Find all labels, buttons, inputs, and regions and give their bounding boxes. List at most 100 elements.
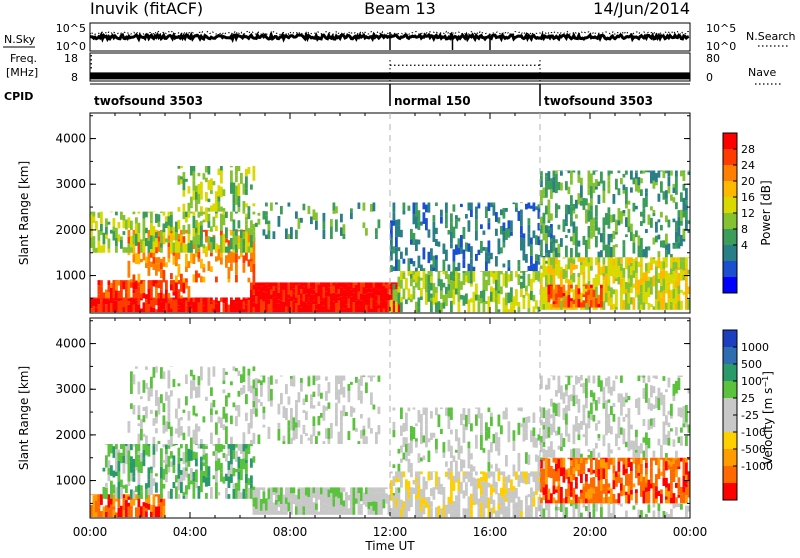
heatmap-cell <box>90 308 93 313</box>
heatmap-cell <box>187 211 191 218</box>
heatmap-cell <box>272 502 276 515</box>
heatmap-cell <box>660 181 663 193</box>
heatmap-cell <box>452 289 456 300</box>
heatmap-cell <box>687 478 691 482</box>
heatmap-cell <box>650 403 653 411</box>
heatmap-cell <box>97 502 101 508</box>
heatmap-cell <box>677 377 681 391</box>
heatmap-cell <box>547 488 551 494</box>
heatmap-cell <box>595 277 598 287</box>
heatmap-cell <box>300 217 303 223</box>
heatmap-cell <box>545 260 548 264</box>
heatmap-cell <box>432 255 436 268</box>
heatmap-cell <box>367 487 371 488</box>
heatmap-cell <box>475 471 478 476</box>
heatmap-cell <box>550 189 553 199</box>
heatmap-cell <box>605 419 608 423</box>
heatmap-cell <box>262 413 266 420</box>
heatmap-cell <box>607 257 611 269</box>
heatmap-cell <box>417 484 421 490</box>
heatmap-cell <box>542 407 546 419</box>
heatmap-cell <box>462 490 466 495</box>
heatmap-cell <box>445 213 448 225</box>
heatmap-cell <box>325 376 328 381</box>
heatmap-cell <box>602 280 606 288</box>
heatmap-cell <box>670 403 673 416</box>
heatmap-cell <box>217 196 221 202</box>
heatmap-cell <box>225 297 228 303</box>
heatmap-cell <box>230 415 233 425</box>
heatmap-cell <box>187 261 191 268</box>
heatmap-cell <box>585 213 588 224</box>
heatmap-cell <box>242 488 246 499</box>
heatmap-cell <box>235 235 238 245</box>
heatmap-cell <box>147 496 151 504</box>
heatmap-cell <box>545 281 548 287</box>
heatmap-cell <box>127 260 131 271</box>
heatmap-cell <box>540 171 543 176</box>
heatmap-cell <box>177 494 181 499</box>
heatmap-cell <box>410 463 413 469</box>
heatmap-cell <box>325 282 328 292</box>
heatmap-cell <box>447 283 451 291</box>
heatmap-cell <box>102 292 106 299</box>
heatmap-cell <box>577 277 581 288</box>
heatmap-cell <box>460 281 463 290</box>
heatmap-cell <box>402 258 406 264</box>
heatmap-cell <box>507 267 511 271</box>
heatmap-cell <box>200 445 203 449</box>
heatmap-cell <box>682 405 686 419</box>
heatmap-cell <box>130 456 133 462</box>
heatmap-cell <box>90 224 93 238</box>
heatmap-cell <box>175 232 178 241</box>
heatmap-cell <box>545 275 548 282</box>
heatmap-cell <box>257 511 261 515</box>
heatmap-cell <box>245 224 248 228</box>
heatmap-cell <box>147 266 151 276</box>
heatmap-cell <box>165 221 168 229</box>
heatmap-cell <box>377 487 381 493</box>
heatmap-cell <box>245 298 248 305</box>
heatmap-cell <box>587 225 591 238</box>
heatmap-cell <box>322 282 326 287</box>
heatmap-cell <box>220 206 223 212</box>
heatmap-cell <box>175 240 178 253</box>
heatmap-cell <box>452 276 456 282</box>
heatmap-cell <box>407 292 411 298</box>
heatmap-cell <box>92 298 96 307</box>
heatmap-cell <box>247 300 251 313</box>
heatmap-cell <box>535 254 538 261</box>
heatmap-cell <box>397 478 401 482</box>
heatmap-cell <box>117 221 121 229</box>
heatmap-cell <box>472 266 476 271</box>
heatmap-cell <box>115 280 118 291</box>
heatmap-cell <box>462 508 466 518</box>
heatmap-cell <box>217 300 221 313</box>
heatmap-cell <box>215 213 218 219</box>
heatmap-cell <box>640 457 643 464</box>
heatmap-cell <box>255 497 258 509</box>
heatmap-cell <box>482 270 486 277</box>
heatmap-cell <box>505 506 508 518</box>
heatmap-cell <box>100 297 103 301</box>
heatmap-cell <box>195 192 198 200</box>
heatmap-cell <box>297 217 301 229</box>
heatmap-cell <box>112 484 116 489</box>
heatmap-cell <box>95 512 98 518</box>
heatmap-cell <box>252 289 256 295</box>
heatmap-cell <box>155 257 158 264</box>
heatmap-cell <box>200 181 203 190</box>
heatmap-cell <box>577 464 581 470</box>
heatmap-cell <box>417 307 421 313</box>
heatmap-cell <box>615 257 618 261</box>
heatmap-cell <box>175 444 178 446</box>
heatmap-cell <box>360 496 363 502</box>
heatmap-cell <box>310 400 313 409</box>
heatmap-cell <box>172 455 176 466</box>
heatmap-cell <box>355 498 358 504</box>
heatmap-cell <box>337 498 341 509</box>
heatmap-cell <box>167 408 171 413</box>
heatmap-cell <box>460 445 463 454</box>
heatmap-cell <box>632 234 636 243</box>
heatmap-cell <box>652 259 656 264</box>
